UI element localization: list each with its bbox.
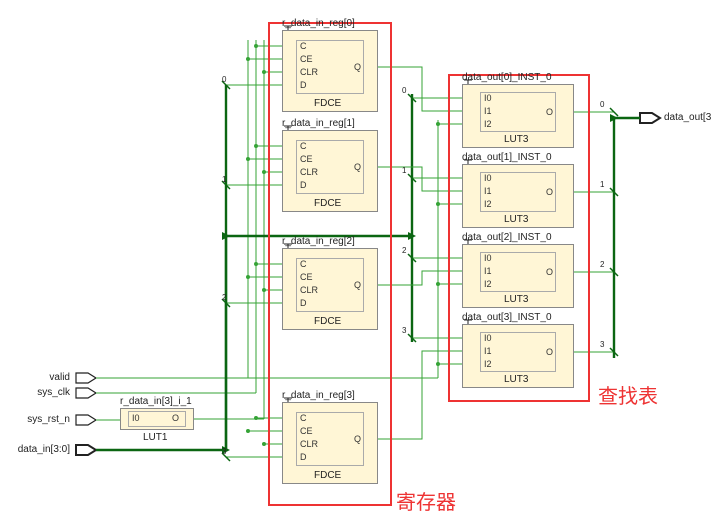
pin: CE — [300, 272, 313, 282]
fdce-title: r_data_in_reg[2] — [282, 236, 355, 247]
pin: I1 — [484, 186, 492, 196]
fdce-title: r_data_in_reg[1] — [282, 118, 355, 129]
pin: Q — [354, 162, 361, 172]
bus-index: 3 — [600, 340, 604, 349]
lut3-title: data_out[3]_INST_0 — [462, 312, 552, 323]
pin: D — [300, 298, 307, 308]
pin: C — [300, 259, 307, 269]
bus-index: 3 — [222, 447, 226, 456]
pin: I1 — [484, 266, 492, 276]
pin: O — [546, 347, 553, 357]
pin: D — [300, 452, 307, 462]
annotation-luts: 查找表 — [598, 380, 658, 409]
lut3-title: data_out[1]_INST_0 — [462, 152, 552, 163]
bus-index: 0 — [600, 100, 604, 109]
lut3-sub: LUT3 — [504, 214, 528, 225]
pin: Q — [354, 62, 361, 72]
bus-index: 2 — [222, 293, 226, 302]
pin: I2 — [484, 119, 492, 129]
pin: I2 — [484, 359, 492, 369]
pin: CLR — [300, 285, 318, 295]
pin: I1 — [484, 346, 492, 356]
port-label: data_in[3:0] — [0, 444, 70, 455]
bus-index: 2 — [402, 246, 406, 255]
lut3-title: data_out[0]_INST_0 — [462, 72, 552, 83]
port-label: sys_clk — [0, 387, 70, 398]
bus-index: 2 — [600, 260, 604, 269]
port-label: sys_rst_n — [0, 414, 70, 425]
bus-index: 1 — [402, 166, 406, 175]
pin: Q — [354, 434, 361, 444]
fdce-sub: FDCE — [314, 98, 341, 109]
pin: I0 — [484, 253, 492, 263]
lut3-title: data_out[2]_INST_0 — [462, 232, 552, 243]
pin: C — [300, 41, 307, 51]
fdce-sub: FDCE — [314, 316, 341, 327]
fdce-sub: FDCE — [314, 470, 341, 481]
lut3-sub: LUT3 — [504, 294, 528, 305]
bus-index: 1 — [600, 180, 604, 189]
pin: O — [546, 107, 553, 117]
lut3-sub: LUT3 — [504, 374, 528, 385]
fdce-title: r_data_in_reg[0] — [282, 18, 355, 29]
pin: I2 — [484, 199, 492, 209]
pin: I0 — [132, 413, 140, 423]
bus-index: 3 — [402, 326, 406, 335]
pin: I0 — [484, 333, 492, 343]
bus-index: 0 — [222, 75, 226, 84]
fdce-title: r_data_in_reg[3] — [282, 390, 355, 401]
pin: O — [546, 267, 553, 277]
lut3-sub: LUT3 — [504, 134, 528, 145]
pin: CLR — [300, 67, 318, 77]
pin: CLR — [300, 167, 318, 177]
pin: C — [300, 141, 307, 151]
pin: Q — [354, 280, 361, 290]
annotation-registers: 寄存器 — [396, 486, 456, 515]
pin: CE — [300, 154, 313, 164]
bus-index: 1 — [222, 175, 226, 184]
pin: I1 — [484, 106, 492, 116]
fdce-sub: FDCE — [314, 198, 341, 209]
pin: CLR — [300, 439, 318, 449]
pin: CE — [300, 54, 313, 64]
pin: D — [300, 80, 307, 90]
port-data-out: data_out[3:0] — [664, 112, 712, 123]
pin: C — [300, 413, 307, 423]
lut1-sub: LUT1 — [143, 432, 167, 443]
pin: D — [300, 180, 307, 190]
pin: O — [172, 413, 179, 423]
bus-index: 0 — [402, 86, 406, 95]
pin: I2 — [484, 279, 492, 289]
pin: O — [546, 187, 553, 197]
pin: CE — [300, 426, 313, 436]
lut1-title: r_data_in[3]_i_1 — [120, 396, 192, 407]
port-label: valid — [0, 372, 70, 383]
pin: I0 — [484, 173, 492, 183]
pin: I0 — [484, 93, 492, 103]
